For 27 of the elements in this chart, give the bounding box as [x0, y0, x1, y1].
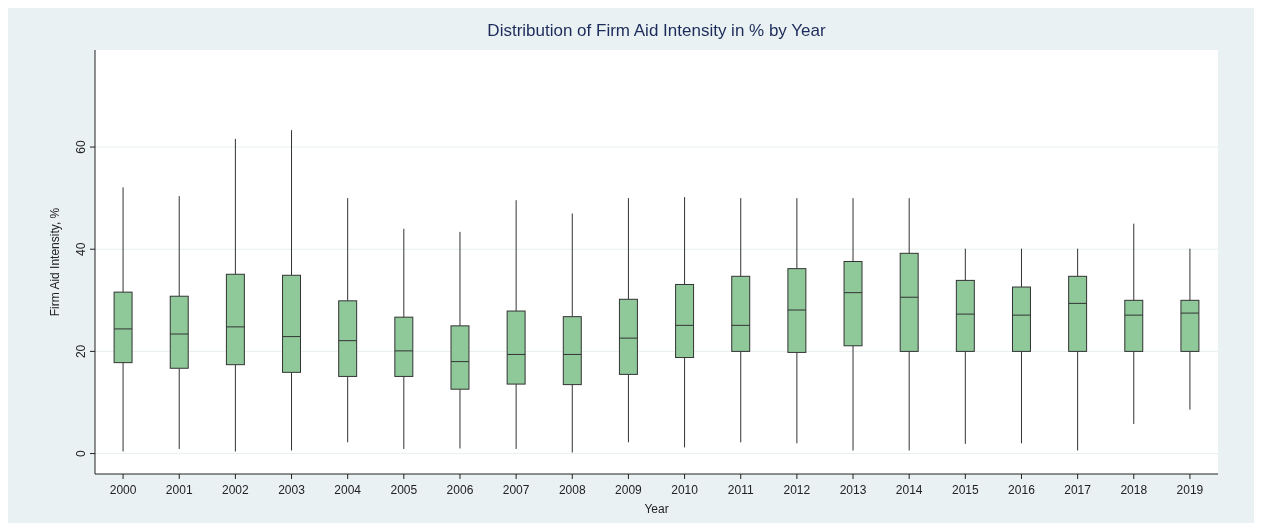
x-tick-label: 2012 — [783, 483, 811, 497]
x-tick-label: 2006 — [446, 483, 474, 497]
x-axis-title: Year — [644, 502, 669, 516]
x-tick-label: 2013 — [839, 483, 867, 497]
x-tick-label: 2001 — [165, 483, 193, 497]
x-tick-label: 2009 — [615, 483, 643, 497]
x-tick-label: 2010 — [671, 483, 699, 497]
x-tick-label: 2019 — [1176, 483, 1204, 497]
x-tick-label: 2017 — [1064, 483, 1092, 497]
x-tick-label: 2014 — [895, 483, 923, 497]
x-tick-label: 2015 — [951, 483, 979, 497]
x-tick-label: 2007 — [502, 483, 530, 497]
x-tick-label: 2016 — [1008, 483, 1036, 497]
x-tick-label: 2011 — [727, 483, 754, 497]
y-axis-title: Firm Aid Intensity, % — [48, 207, 62, 317]
x-tick-label: 2008 — [558, 483, 586, 497]
x-tick-label: 2000 — [109, 483, 137, 497]
y-tick-label: 60 — [74, 140, 88, 154]
x-tick-label: 2005 — [390, 483, 418, 497]
chart-title: Distribution of Firm Aid Intensity in % by Year — [487, 21, 826, 40]
y-tick-label: 20 — [74, 344, 88, 359]
x-tick-label: 2002 — [222, 483, 250, 497]
x-tick-label: 2018 — [1120, 483, 1148, 497]
y-tick-label: 40 — [74, 242, 88, 256]
y-tick-label: 0 — [74, 449, 88, 457]
x-tick-label: 2003 — [278, 483, 306, 497]
x-tick-label: 2004 — [334, 483, 362, 497]
